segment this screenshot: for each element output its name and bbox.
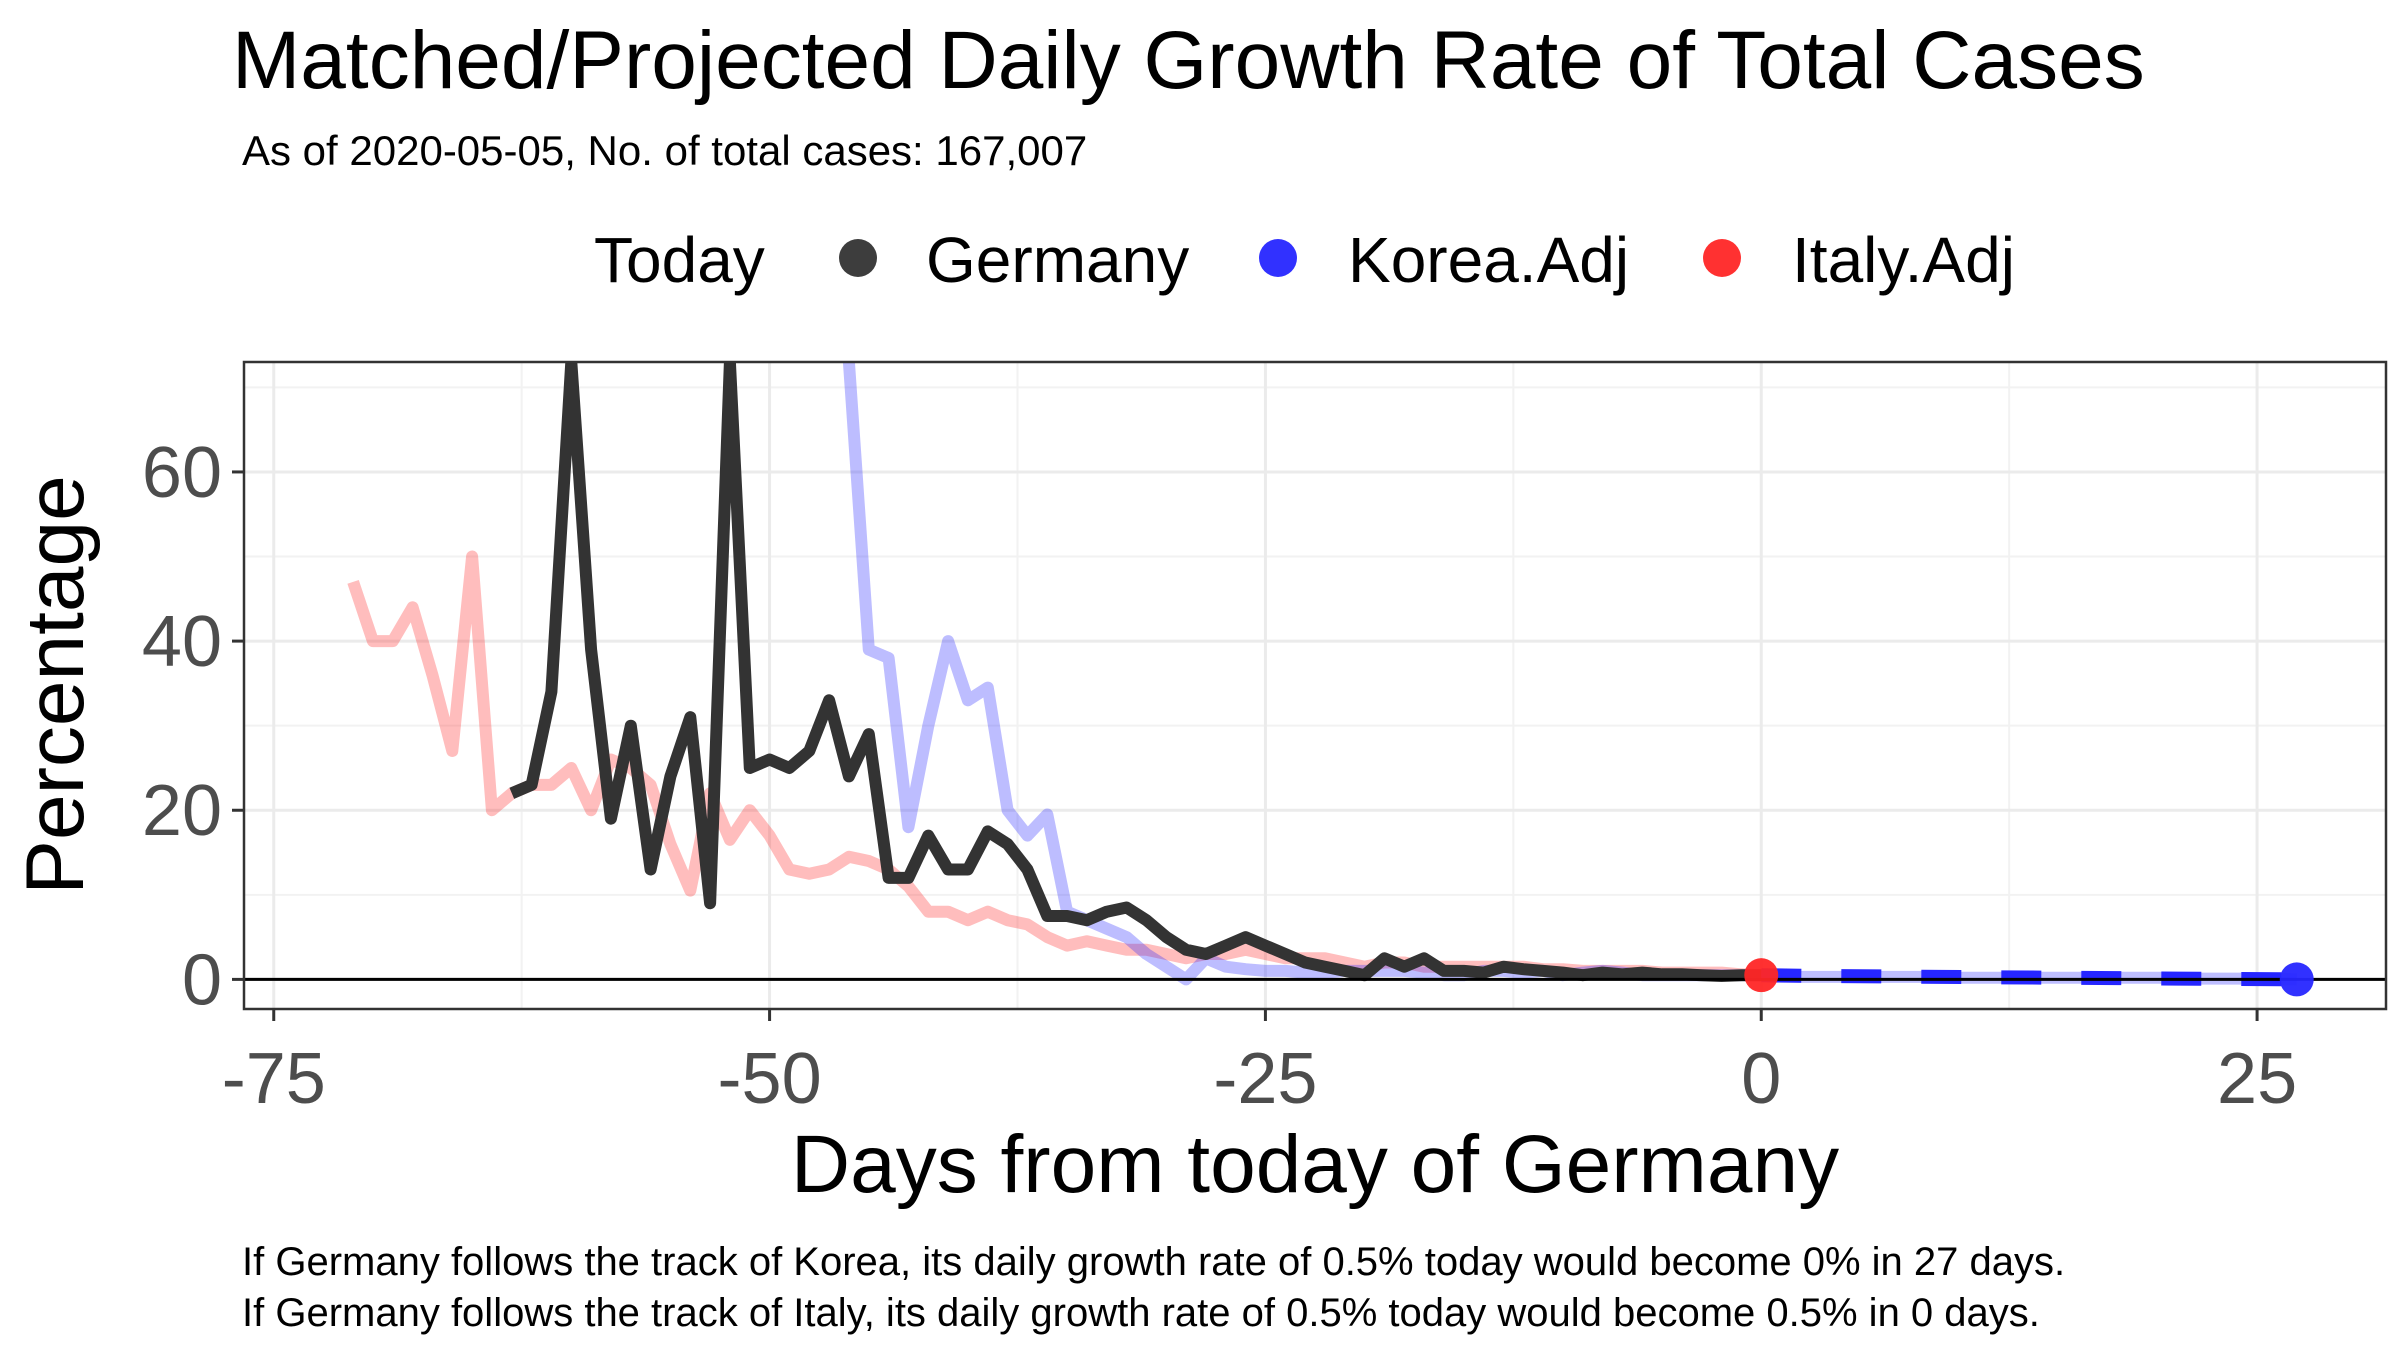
legend-key-italy-adj xyxy=(1703,239,1741,277)
chart-subtitle: As of 2020-05-05, No. of total cases: 16… xyxy=(242,127,1087,174)
legend-label-germany: Germany xyxy=(926,224,1189,296)
series-layer xyxy=(347,362,2297,987)
x-tick-label: -50 xyxy=(718,1039,822,1119)
y-axis-title: Percentage xyxy=(10,475,101,894)
series-line-korea-adj-projection xyxy=(1761,968,2297,987)
y-tick-label: 0 xyxy=(182,940,222,1020)
caption-italy: If Germany follows the track of Italy, i… xyxy=(242,1291,2040,1335)
caption-korea: If Germany follows the track of Korea, i… xyxy=(242,1240,2065,1284)
series-line-korea-adj xyxy=(842,362,2297,986)
legend-label-korea-adj: Korea.Adj xyxy=(1348,224,1629,296)
y-tick-label: 40 xyxy=(142,602,222,682)
legend-key-korea-adj xyxy=(1259,239,1297,277)
x-tick-label: -25 xyxy=(1213,1039,1317,1119)
marker-italy-adj xyxy=(1744,958,1779,993)
panel-border xyxy=(242,360,2388,1011)
x-axis: -75 -50 -25 0 25 xyxy=(222,1009,2297,1119)
marker-layer xyxy=(1744,958,2314,997)
x-tick-label: 0 xyxy=(1741,1039,1781,1119)
legend-label-italy-adj: Italy.Adj xyxy=(1792,224,2015,296)
y-tick-label: 60 xyxy=(142,433,222,513)
x-axis-title: Days from today of Germany xyxy=(791,1119,1839,1210)
legend-title: Today xyxy=(594,224,765,296)
y-tick-label: 20 xyxy=(142,771,222,851)
chart-title: Matched/Projected Daily Growth Rate of T… xyxy=(232,15,2145,106)
series-line-germany xyxy=(509,362,1762,982)
y-axis: 0 20 40 60 xyxy=(142,433,244,1020)
x-tick-label: -75 xyxy=(222,1039,326,1119)
legend-key-germany xyxy=(839,239,877,277)
plot-border xyxy=(242,360,2388,1011)
legend: Today Germany Korea.Adj Italy.Adj xyxy=(594,224,2015,296)
marker-korea-adj xyxy=(2279,962,2314,997)
x-tick-label: 25 xyxy=(2217,1039,2297,1119)
